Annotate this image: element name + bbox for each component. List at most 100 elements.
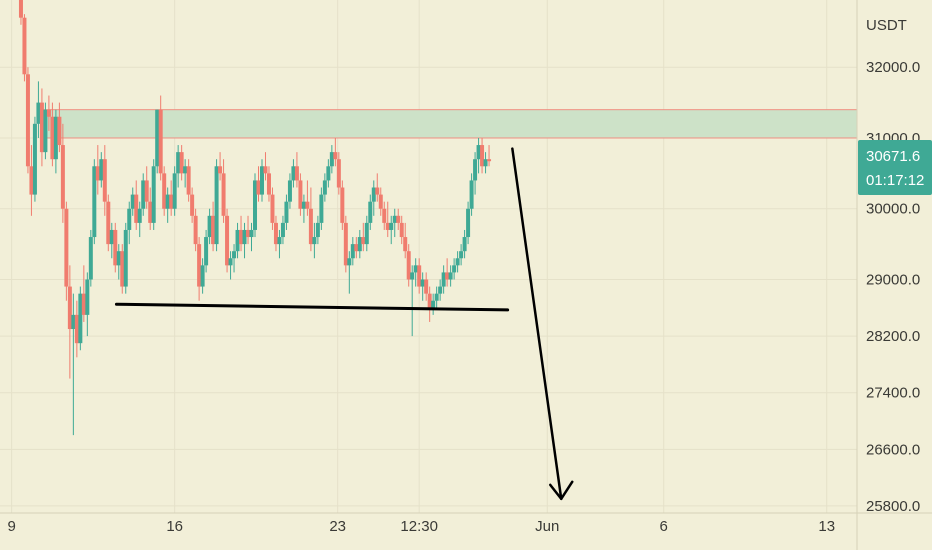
candle-body (473, 159, 478, 181)
candle-body (361, 237, 366, 245)
candle-body (340, 187, 345, 223)
candle (263, 152, 268, 181)
candle (378, 187, 383, 216)
candle (361, 222, 366, 252)
candle (431, 293, 436, 315)
candle-body (228, 258, 233, 266)
candle (67, 265, 72, 379)
price-tick-label: 26600.0 (866, 441, 920, 458)
candle (371, 180, 376, 216)
candle (340, 180, 345, 230)
candle-body (420, 279, 425, 287)
candle (389, 215, 394, 245)
candle-body (424, 279, 429, 294)
candle-body (218, 166, 223, 174)
candle (322, 173, 327, 202)
candle-body (81, 293, 86, 315)
candle-body (102, 159, 107, 202)
price-badge-bg (858, 140, 932, 195)
price-tick-label: 28200.0 (866, 328, 920, 345)
candle-body (225, 215, 230, 266)
candle (221, 159, 226, 223)
candle-body (343, 222, 348, 266)
support-trendline (114, 302, 510, 312)
candle-body (445, 272, 450, 280)
candle (357, 229, 362, 259)
candle-body (57, 116, 62, 146)
price-tick-label: 29000.0 (866, 271, 920, 288)
candle (179, 145, 184, 181)
candle (277, 229, 282, 259)
candle (441, 265, 446, 294)
candle (459, 244, 464, 266)
candle-body (53, 116, 58, 160)
candle-body (329, 152, 334, 167)
candle (200, 258, 205, 294)
candle-body (406, 251, 411, 280)
drawings[interactable] (114, 147, 574, 501)
candle (81, 265, 86, 322)
candle (109, 222, 114, 259)
candle (368, 194, 373, 230)
candle-body (434, 293, 439, 301)
candle (396, 208, 401, 230)
price-tick-label: 27400.0 (866, 385, 920, 402)
candle-body (18, 0, 23, 18)
candle-body (487, 159, 492, 162)
candle-body (280, 222, 285, 238)
candle (151, 159, 156, 230)
candle-body (92, 166, 97, 238)
candle (280, 215, 285, 245)
candle-body (127, 208, 132, 230)
candle-body (466, 208, 471, 238)
candle (246, 215, 251, 245)
resistance-zone[interactable] (41, 109, 858, 139)
candle-body (221, 173, 226, 216)
candle-body (364, 222, 369, 245)
current-price: 30671.6 (866, 148, 920, 165)
candle (137, 201, 142, 238)
candle-body (368, 201, 373, 223)
candle (141, 173, 146, 216)
candle (22, 14, 27, 82)
candle-body (378, 194, 383, 209)
candle (392, 208, 397, 238)
candle (406, 244, 411, 287)
candle-body (235, 229, 240, 252)
candle-body (322, 180, 327, 195)
candle-body (207, 215, 212, 238)
candle-body (130, 194, 135, 209)
candle (36, 81, 41, 138)
candle (298, 173, 303, 216)
candle (71, 293, 76, 436)
candle-body (179, 152, 184, 174)
candle (253, 173, 258, 238)
candle (319, 187, 324, 230)
candle (162, 166, 167, 216)
candle (102, 145, 107, 216)
time-tick-label: 12:30 (400, 518, 438, 535)
candle (85, 272, 90, 337)
candle (204, 229, 209, 273)
candle (144, 166, 149, 209)
candle-body (375, 187, 380, 195)
candle-body (32, 123, 37, 195)
candle (39, 88, 44, 167)
candle (476, 137, 481, 174)
candle (266, 166, 271, 202)
candle-body (109, 229, 114, 245)
candle-body (151, 166, 156, 223)
candle-body (396, 215, 401, 223)
candle-body (120, 251, 125, 287)
candle (120, 244, 125, 294)
candle (385, 201, 390, 238)
candle-body (357, 237, 362, 252)
candle (130, 187, 135, 216)
candle (228, 251, 233, 280)
candle (74, 300, 79, 358)
time-tick-label: 23 (329, 518, 346, 535)
candle (127, 201, 132, 245)
candle (445, 258, 450, 287)
